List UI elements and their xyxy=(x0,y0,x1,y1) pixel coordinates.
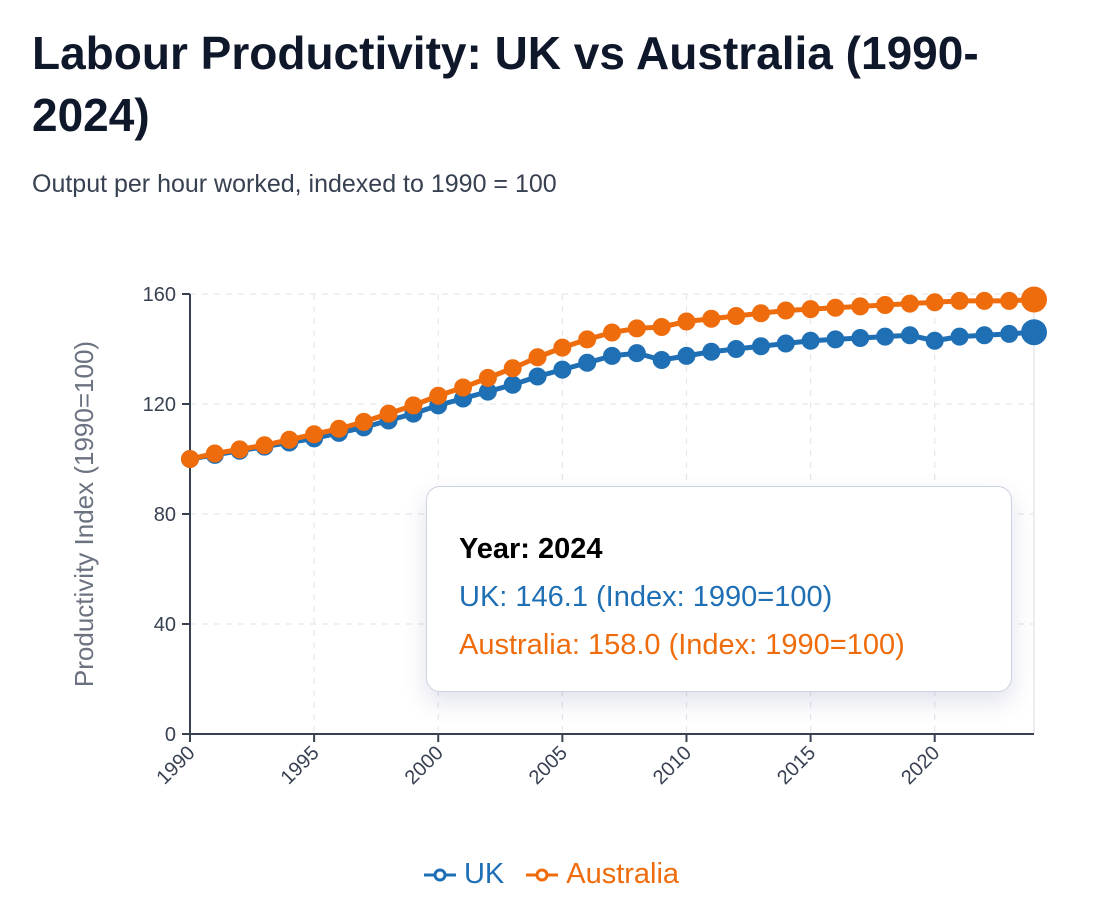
uk-data-point xyxy=(975,326,994,345)
australia-data-point xyxy=(305,425,324,444)
uk-data-point xyxy=(727,340,746,358)
x-tick-label: 1995 xyxy=(277,742,324,789)
australia-data-point xyxy=(280,430,299,449)
uk-data-point xyxy=(702,342,721,361)
uk-line-marker-icon xyxy=(423,868,456,881)
uk-data-point xyxy=(553,360,572,379)
uk-data-point xyxy=(950,327,969,346)
uk-data-point xyxy=(751,337,770,356)
australia-data-point xyxy=(851,297,870,316)
australia-data-point xyxy=(379,404,398,423)
uk-data-point xyxy=(627,344,646,363)
uk-data-point xyxy=(826,330,845,349)
uk-data-point xyxy=(677,346,696,365)
australia-data-point xyxy=(205,444,224,463)
tooltip-year: Year: 2024 xyxy=(459,533,603,565)
y-tick-label: 160 xyxy=(143,284,176,306)
tooltip-uk-value: UK: 146.1 (Index: 1990=100) xyxy=(459,581,833,613)
australia-data-point xyxy=(751,304,770,323)
australia-data-point xyxy=(702,309,721,328)
uk-data-point xyxy=(578,353,597,372)
australia-data-point xyxy=(801,300,820,319)
australia-line-marker-icon xyxy=(526,868,559,881)
australia-data-point xyxy=(1000,291,1019,310)
australia-data-point xyxy=(975,291,994,310)
y-tick-label: 0 xyxy=(165,724,176,746)
y-tick-label: 120 xyxy=(143,394,176,416)
australia-data-point xyxy=(876,296,895,314)
australia-data-point xyxy=(1021,286,1047,313)
australia-data-point xyxy=(503,359,522,378)
uk-data-point xyxy=(851,329,870,347)
uk-data-point xyxy=(1000,324,1019,343)
australia-data-point xyxy=(354,412,373,431)
australia-data-point xyxy=(727,307,746,325)
australia-data-point xyxy=(528,348,547,367)
australia-data-point xyxy=(826,298,845,317)
chart-subtitle: Output per hour worked, indexed to 1990 … xyxy=(32,170,557,198)
uk-data-point xyxy=(900,326,919,345)
australia-data-point xyxy=(603,323,621,342)
hover-tooltip: Year: 2024 UK: 146.1 (Index: 1990=100) A… xyxy=(426,486,1012,692)
uk-data-point xyxy=(503,375,522,394)
uk-data-point xyxy=(801,331,820,350)
uk-data-point xyxy=(652,351,671,369)
y-axis-title: Productivity Index (1990=100) xyxy=(69,341,99,687)
x-tick-label: 2010 xyxy=(649,742,696,789)
australia-data-point xyxy=(429,386,448,405)
australia-data-point xyxy=(627,319,646,338)
australia-data-point xyxy=(677,312,696,331)
uk-data-point xyxy=(1021,319,1047,346)
legend-label-australia: Australia xyxy=(566,858,680,890)
legend-item-australia[interactable]: Australia xyxy=(526,858,679,891)
australia-data-point xyxy=(181,450,199,468)
australia-data-point xyxy=(900,294,919,313)
australia-data-point xyxy=(329,419,348,438)
x-tick-label: 2000 xyxy=(401,742,448,789)
chart-title: Labour Productivity: UK vs Australia (19… xyxy=(32,27,979,141)
australia-data-point xyxy=(454,378,473,397)
australia-data-point xyxy=(950,291,969,310)
australia-data-point xyxy=(652,318,671,336)
australia-data-point xyxy=(925,293,944,312)
uk-data-point xyxy=(528,367,547,386)
uk-data-point xyxy=(925,331,944,350)
tooltip-australia-value: Australia: 158.0 (Index: 1990=100) xyxy=(459,629,905,661)
legend-item-uk[interactable]: UK xyxy=(423,858,505,891)
australia-data-point xyxy=(776,301,795,320)
uk-data-point xyxy=(603,346,621,365)
uk-data-point xyxy=(478,382,497,401)
australia-data-point xyxy=(578,330,597,349)
uk-data-point xyxy=(876,327,895,346)
x-tick-label: 2020 xyxy=(897,742,944,789)
x-tick-label: 2005 xyxy=(525,742,572,789)
australia-data-point xyxy=(478,368,497,387)
uk-data-point xyxy=(776,334,795,353)
australia-data-point xyxy=(553,338,572,357)
legend-label-uk: UK xyxy=(463,858,505,890)
y-tick-label: 80 xyxy=(154,504,176,526)
australia-data-point xyxy=(404,396,423,415)
australia-data-point xyxy=(230,440,249,459)
x-tick-label: 2015 xyxy=(773,742,820,789)
y-tick-label: 40 xyxy=(154,614,176,636)
australia-data-point xyxy=(255,436,274,455)
x-tick-label: 1990 xyxy=(153,742,200,789)
chart-legend: UK Australia xyxy=(0,858,1103,891)
